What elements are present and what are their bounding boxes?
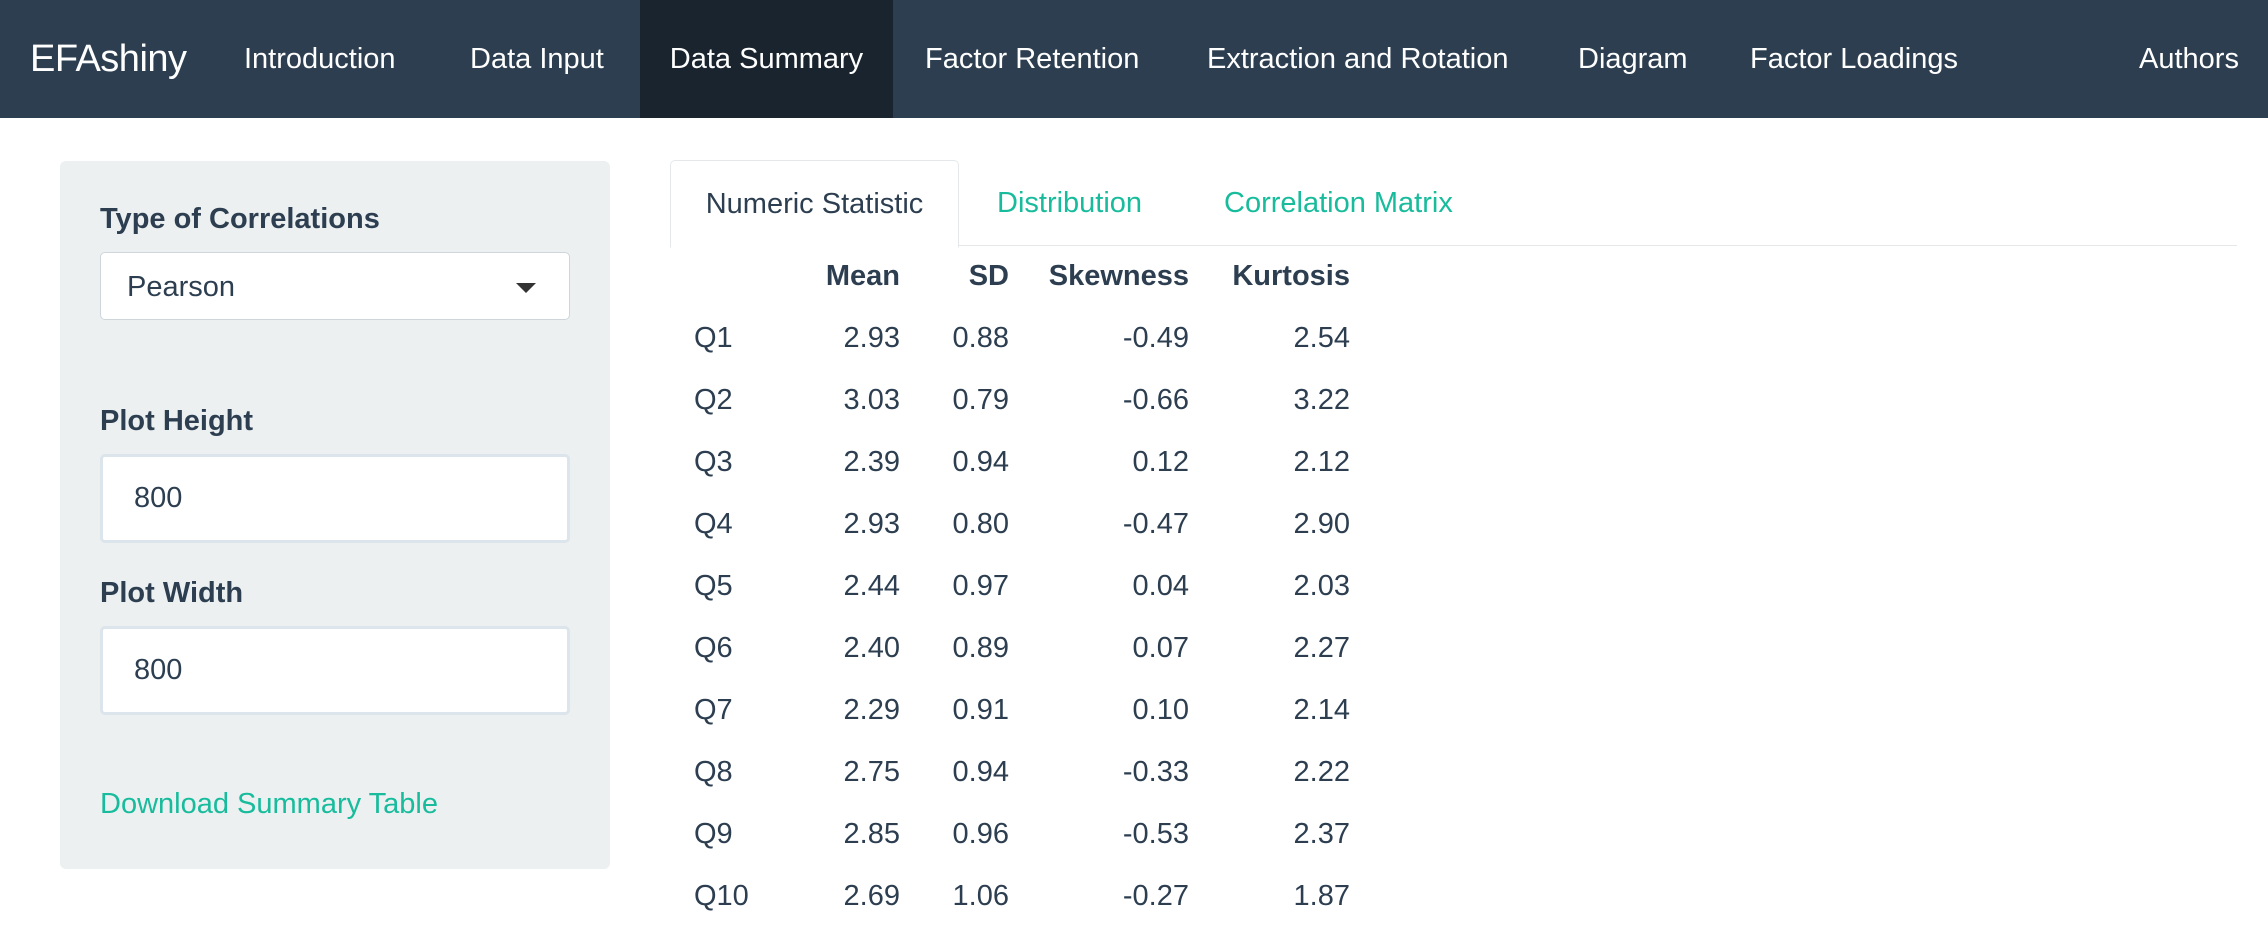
cell-kurtosis: 2.14 (1293, 693, 1350, 726)
correlation-type-select[interactable]: Pearson (100, 252, 570, 320)
plot-width-label: Plot Width (100, 577, 244, 609)
table-row: Q5 2.44 0.97 0.04 2.03 (670, 555, 1350, 617)
row-label: Q2 (694, 383, 733, 416)
cell-kurtosis: 2.12 (1293, 445, 1350, 478)
table-row: Q8 2.75 0.94 -0.33 2.22 (670, 741, 1350, 803)
cell-skewness: 0.07 (1132, 631, 1189, 664)
cell-skewness: -0.27 (1122, 879, 1189, 912)
nav-item-data-input[interactable]: Data Input (470, 43, 604, 75)
tab-correlation-matrix[interactable]: Correlation Matrix (1224, 187, 1453, 219)
cell-mean: 2.40 (843, 631, 900, 664)
cell-sd: 0.79 (952, 383, 1009, 416)
nav-item-factor-retention[interactable]: Factor Retention (925, 43, 1140, 75)
table-row: Q9 2.85 0.96 -0.53 2.37 (670, 803, 1350, 865)
row-label: Q3 (694, 445, 733, 478)
row-label: Q10 (694, 879, 749, 912)
cell-sd: 0.97 (952, 569, 1009, 602)
plot-width-input[interactable] (100, 626, 570, 715)
table-header-skewness: Skewness (1048, 259, 1189, 292)
table-row: Q4 2.93 0.80 -0.47 2.90 (670, 493, 1350, 555)
table-row: Q6 2.40 0.89 0.07 2.27 (670, 617, 1350, 679)
correlation-type-selected-value: Pearson (127, 271, 236, 303)
cell-sd: 0.96 (952, 817, 1009, 850)
cell-mean: 2.93 (843, 321, 900, 354)
cell-skewness: -0.53 (1122, 817, 1189, 850)
caret-down-icon (516, 283, 536, 293)
cell-sd: 0.89 (952, 631, 1009, 664)
cell-kurtosis: 2.54 (1293, 321, 1350, 354)
table-header-sd: SD (968, 259, 1009, 292)
cell-kurtosis: 2.27 (1293, 631, 1350, 664)
cell-skewness: -0.49 (1122, 321, 1189, 354)
cell-mean: 2.69 (843, 879, 900, 912)
table-header-mean: Mean (825, 259, 900, 292)
cell-sd: 0.88 (952, 321, 1009, 354)
table-row: Q7 2.29 0.91 0.10 2.14 (670, 679, 1350, 741)
nav-item-authors[interactable]: Authors (2139, 43, 2239, 75)
cell-sd: 0.94 (952, 445, 1009, 478)
tab-distribution[interactable]: Distribution (997, 187, 1143, 219)
cell-mean: 2.75 (843, 755, 900, 788)
cell-sd: 0.94 (952, 755, 1009, 788)
plot-height-label: Plot Height (100, 405, 254, 437)
cell-kurtosis: 2.90 (1293, 507, 1350, 540)
tab-numeric-statistic[interactable]: Numeric Statistic (670, 160, 959, 248)
row-label: Q6 (694, 631, 733, 664)
brand-title[interactable]: EFAshiny (30, 38, 187, 80)
nav-item-factor-loadings[interactable]: Factor Loadings (1750, 43, 1958, 75)
table-header-row: Mean SD Skewness Kurtosis (670, 245, 1350, 307)
cell-mean: 2.93 (843, 507, 900, 540)
numeric-statistic-table: Mean SD Skewness Kurtosis Q1 2.93 0.88 -… (670, 245, 1350, 927)
table-header-rowname (670, 245, 790, 307)
cell-skewness: 0.04 (1132, 569, 1189, 602)
top-navbar: EFAshiny Introduction Data Input Data Su… (0, 0, 2268, 118)
table-header-kurtosis: Kurtosis (1232, 259, 1350, 292)
download-summary-table-link[interactable]: Download Summary Table (100, 788, 438, 820)
row-label: Q7 (694, 693, 733, 726)
cell-kurtosis: 2.37 (1293, 817, 1350, 850)
row-label: Q9 (694, 817, 733, 850)
table-row: Q1 2.93 0.88 -0.49 2.54 (670, 307, 1350, 369)
nav-item-data-summary[interactable]: Data Summary (640, 0, 893, 118)
row-label: Q5 (694, 569, 733, 602)
cell-kurtosis: 2.03 (1293, 569, 1350, 602)
table-row: Q10 2.69 1.06 -0.27 1.87 (670, 865, 1350, 927)
table-row: Q3 2.39 0.94 0.12 2.12 (670, 431, 1350, 493)
cell-mean: 2.29 (843, 693, 900, 726)
cell-mean: 2.44 (843, 569, 900, 602)
cell-skewness: -0.47 (1122, 507, 1189, 540)
sidebar-panel: Type of Correlations Pearson Plot Height… (60, 161, 610, 869)
cell-skewness: 0.12 (1132, 445, 1189, 478)
cell-skewness: 0.10 (1132, 693, 1189, 726)
cell-kurtosis: 2.22 (1293, 755, 1350, 788)
row-label: Q4 (694, 507, 733, 540)
nav-item-extraction-and-rotation[interactable]: Extraction and Rotation (1207, 43, 1509, 75)
row-label: Q1 (694, 321, 733, 354)
cell-mean: 3.03 (843, 383, 900, 416)
plot-height-input[interactable] (100, 454, 570, 543)
cell-mean: 2.85 (843, 817, 900, 850)
correlation-type-label: Type of Correlations (100, 203, 380, 235)
cell-kurtosis: 3.22 (1293, 383, 1350, 416)
cell-kurtosis: 1.87 (1293, 879, 1350, 912)
cell-skewness: -0.33 (1122, 755, 1189, 788)
nav-item-diagram[interactable]: Diagram (1578, 43, 1688, 75)
cell-sd: 0.80 (952, 507, 1009, 540)
tab-bar: Numeric Statistic Distribution Correlati… (670, 160, 2237, 248)
cell-sd: 1.06 (952, 879, 1009, 912)
cell-skewness: -0.66 (1122, 383, 1189, 416)
nav-item-introduction[interactable]: Introduction (244, 43, 396, 75)
cell-mean: 2.39 (843, 445, 900, 478)
row-label: Q8 (694, 755, 733, 788)
table-row: Q2 3.03 0.79 -0.66 3.22 (670, 369, 1350, 431)
cell-sd: 0.91 (952, 693, 1009, 726)
